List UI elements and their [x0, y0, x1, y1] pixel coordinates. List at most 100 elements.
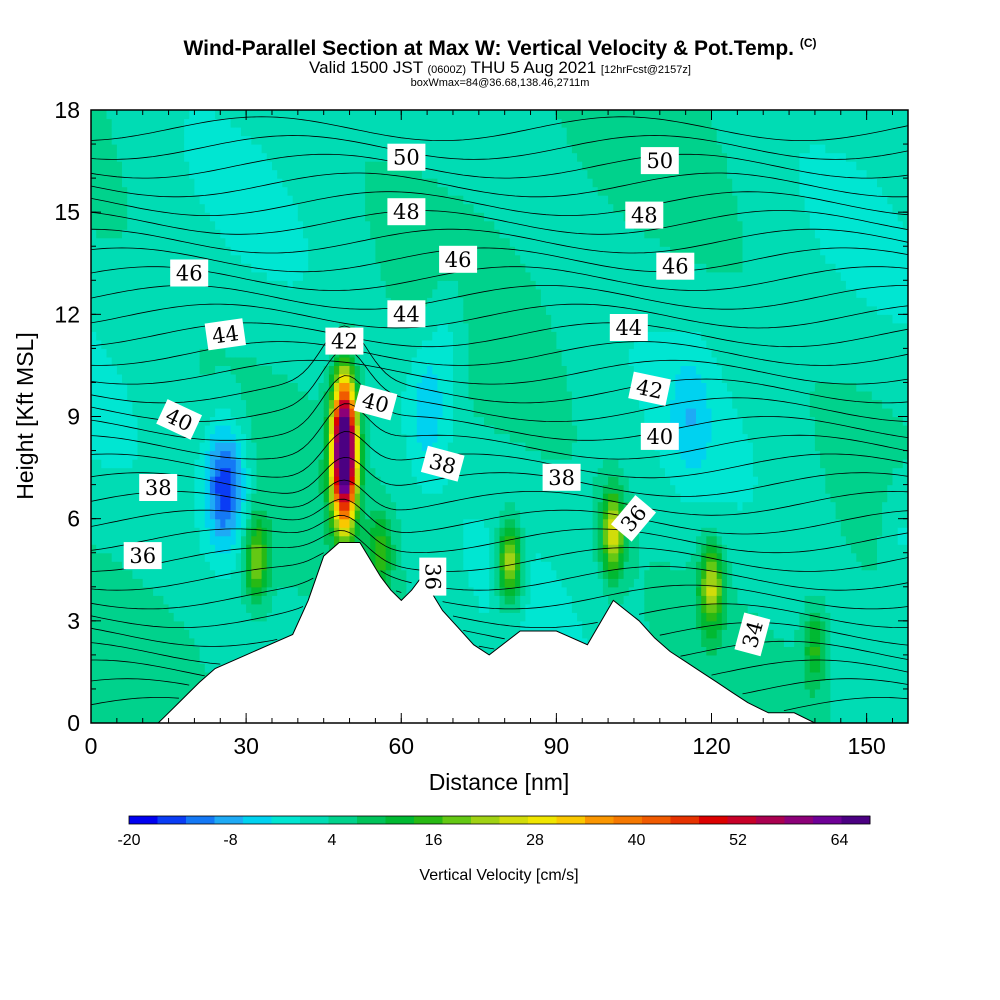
velocity-cell — [303, 144, 309, 154]
velocity-cell — [173, 552, 180, 562]
velocity-cell — [411, 280, 418, 290]
velocity-cell — [365, 169, 371, 179]
velocity-cell — [380, 544, 387, 554]
velocity-cell — [411, 348, 418, 358]
velocity-cell — [447, 603, 454, 613]
velocity-cell — [297, 450, 304, 460]
velocity-cell — [246, 178, 252, 188]
velocity-cell — [122, 527, 128, 537]
velocity-cell — [272, 408, 278, 418]
velocity-cell — [323, 186, 330, 196]
velocity-cell — [287, 484, 294, 494]
velocity-cell — [246, 356, 252, 366]
velocity-cell — [354, 288, 361, 298]
velocity-cell — [215, 493, 221, 503]
velocity-cell — [432, 229, 439, 239]
velocity-cell — [168, 178, 175, 188]
velocity-cell — [209, 391, 216, 401]
velocity-cell — [427, 518, 433, 528]
velocity-cell — [251, 527, 258, 537]
velocity-cell — [127, 527, 133, 537]
velocity-cell — [184, 527, 190, 537]
velocity-cell — [142, 280, 149, 290]
velocity-cell — [370, 152, 376, 162]
velocity-cell — [246, 373, 252, 383]
velocity-cell — [370, 416, 376, 426]
velocity-cell — [230, 229, 237, 239]
velocity-cell — [411, 484, 418, 494]
velocity-cell — [251, 118, 258, 128]
velocity-cell — [168, 348, 175, 358]
velocity-cell — [241, 127, 247, 137]
velocity-cell — [184, 603, 190, 613]
velocity-cell — [178, 152, 185, 162]
velocity-cell — [251, 271, 258, 281]
velocity-cell — [101, 442, 108, 452]
velocity-cell — [241, 297, 247, 307]
velocity-cell — [184, 365, 190, 375]
velocity-cell — [287, 527, 294, 537]
velocity-cell — [225, 348, 232, 358]
velocity-cell — [344, 212, 351, 222]
velocity-cell — [168, 501, 175, 511]
velocity-cell — [132, 459, 139, 469]
velocity-cell — [209, 442, 216, 452]
velocity-cell — [416, 127, 423, 137]
velocity-cell — [432, 391, 439, 401]
velocity-cell — [323, 382, 330, 392]
velocity-cell — [344, 322, 351, 332]
velocity-cell — [209, 561, 216, 571]
velocity-cell — [256, 339, 263, 349]
velocity-cell — [375, 297, 382, 307]
velocity-cell — [380, 271, 387, 281]
velocity-cell — [303, 578, 309, 588]
velocity-cell — [189, 254, 195, 264]
velocity-cell — [209, 246, 216, 256]
velocity-cell — [256, 297, 263, 307]
velocity-cell — [209, 152, 216, 162]
velocity-cell — [235, 501, 242, 511]
velocity-cell — [401, 169, 408, 179]
velocity-cell — [385, 254, 392, 264]
velocity-cell — [132, 110, 139, 120]
velocity-cell — [142, 629, 149, 639]
velocity-cell — [406, 263, 413, 273]
velocity-cell — [225, 561, 232, 571]
velocity-cell — [91, 688, 97, 698]
velocity-cell — [344, 169, 351, 179]
velocity-cell — [158, 322, 164, 332]
velocity-cell — [132, 442, 139, 452]
velocity-cell — [184, 229, 190, 239]
velocity-cell — [215, 271, 221, 281]
velocity-cell — [147, 314, 154, 324]
velocity-cell — [261, 467, 268, 477]
velocity-cell — [261, 561, 268, 571]
velocity-cell — [101, 203, 108, 213]
velocity-cell — [401, 416, 408, 426]
velocity-cell — [241, 603, 247, 613]
velocity-cell — [158, 365, 164, 375]
velocity-cell — [137, 135, 144, 145]
velocity-cell — [235, 408, 242, 418]
velocity-cell — [354, 476, 361, 486]
velocity-cell — [421, 493, 428, 503]
velocity-cell — [163, 288, 170, 298]
velocity-cell — [359, 169, 366, 179]
velocity-cell — [246, 186, 252, 196]
velocity-cell — [142, 339, 149, 349]
velocity-cell — [178, 365, 185, 375]
velocity-cell — [359, 237, 366, 247]
velocity-cell — [241, 305, 247, 315]
velocity-cell — [292, 280, 299, 290]
velocity-cell — [178, 127, 185, 137]
velocity-cell — [282, 331, 289, 341]
velocity-cell — [101, 706, 108, 716]
velocity-field — [91, 110, 908, 723]
velocity-cell — [101, 331, 108, 341]
velocity-cell — [122, 637, 128, 647]
velocity-cell — [256, 373, 263, 383]
velocity-cell — [292, 305, 299, 315]
velocity-cell — [178, 399, 185, 409]
velocity-cell — [116, 178, 123, 188]
velocity-cell — [142, 127, 149, 137]
